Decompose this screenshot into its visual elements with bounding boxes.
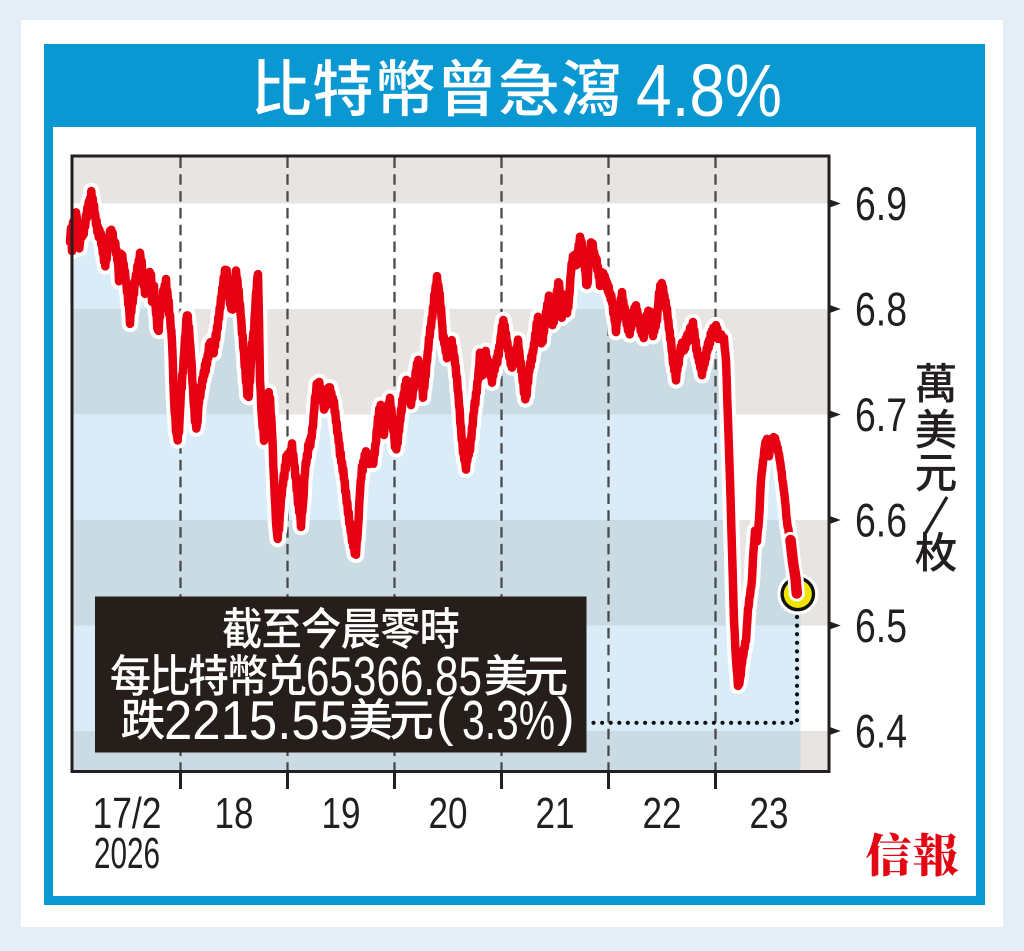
svg-text:6.7: 6.7: [855, 388, 907, 441]
svg-text:6.5: 6.5: [855, 599, 907, 652]
svg-text:22: 22: [643, 789, 682, 838]
svg-text:6.8: 6.8: [855, 283, 907, 336]
svg-text:3.3%: 3.3%: [462, 689, 555, 751]
svg-text:19: 19: [322, 789, 361, 838]
svg-text:2215.55: 2215.55: [164, 689, 348, 751]
svg-text:17/2: 17/2: [93, 789, 162, 838]
svg-text:23: 23: [750, 789, 789, 838]
svg-text:2026: 2026: [94, 829, 160, 878]
svg-text:18: 18: [215, 789, 254, 838]
svg-text:65366.85: 65366.85: [306, 645, 482, 707]
svg-text:20: 20: [429, 789, 468, 838]
svg-text:21: 21: [536, 789, 575, 838]
svg-text:4.8%: 4.8%: [636, 49, 782, 132]
svg-text:6.4: 6.4: [855, 705, 907, 758]
svg-text:6.9: 6.9: [855, 177, 907, 230]
svg-text:6.6: 6.6: [855, 494, 907, 547]
svg-text:): ): [557, 688, 575, 747]
svg-text:(: (: [436, 688, 454, 747]
